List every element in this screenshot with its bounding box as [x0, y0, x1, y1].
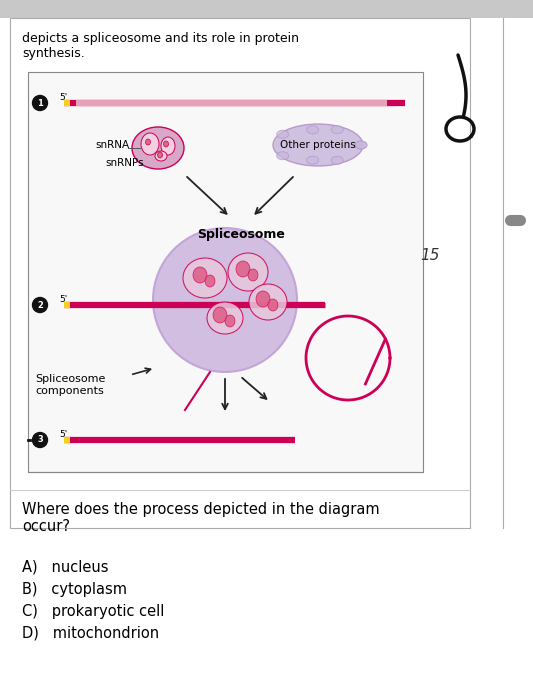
Text: Other proteins: Other proteins [280, 140, 356, 150]
Circle shape [33, 433, 47, 447]
Circle shape [153, 228, 297, 372]
Ellipse shape [183, 258, 227, 298]
Ellipse shape [273, 124, 363, 166]
Ellipse shape [225, 315, 235, 327]
Ellipse shape [228, 253, 268, 291]
Text: depicts a spliceosome and its role in protein
synthesis.: depicts a spliceosome and its role in pr… [22, 32, 299, 60]
Text: 5': 5' [59, 430, 67, 439]
Text: D)   mitochondrion: D) mitochondrion [22, 626, 159, 641]
Text: 5': 5' [59, 93, 67, 102]
Text: Where does the process depicted in the diagram
occur?: Where does the process depicted in the d… [22, 502, 379, 534]
Ellipse shape [161, 137, 175, 155]
Ellipse shape [248, 269, 258, 281]
Circle shape [33, 298, 47, 312]
Ellipse shape [306, 126, 319, 134]
Text: C)   prokaryotic cell: C) prokaryotic cell [22, 604, 164, 619]
Ellipse shape [207, 302, 243, 334]
Ellipse shape [236, 261, 250, 277]
Ellipse shape [213, 307, 227, 323]
Ellipse shape [256, 291, 270, 307]
Ellipse shape [205, 275, 215, 287]
Text: B)   cytoplasm: B) cytoplasm [22, 582, 127, 597]
Ellipse shape [193, 267, 207, 283]
Ellipse shape [331, 125, 343, 134]
Text: Spliceosome
components: Spliceosome components [35, 374, 106, 395]
Text: 15: 15 [420, 248, 440, 263]
Ellipse shape [355, 141, 367, 149]
Text: A)   nucleus: A) nucleus [22, 560, 109, 575]
Ellipse shape [249, 284, 287, 320]
FancyBboxPatch shape [28, 72, 423, 472]
Ellipse shape [155, 151, 167, 161]
Ellipse shape [277, 130, 289, 139]
Text: 3: 3 [37, 435, 43, 444]
Ellipse shape [146, 139, 150, 145]
Text: snRNA: snRNA [95, 140, 129, 150]
Ellipse shape [355, 141, 367, 149]
Circle shape [33, 95, 47, 111]
Ellipse shape [268, 299, 278, 311]
Ellipse shape [331, 156, 343, 164]
Ellipse shape [157, 152, 163, 158]
Text: Spliceosome: Spliceosome [197, 228, 285, 241]
Ellipse shape [306, 156, 319, 164]
Text: 1: 1 [37, 99, 43, 108]
Ellipse shape [132, 127, 184, 169]
Ellipse shape [277, 152, 289, 160]
FancyBboxPatch shape [10, 18, 470, 528]
Text: 5': 5' [59, 295, 67, 304]
Ellipse shape [164, 141, 168, 147]
Text: snRNPs: snRNPs [105, 158, 143, 168]
Text: 2: 2 [37, 300, 43, 309]
Ellipse shape [141, 133, 159, 155]
FancyBboxPatch shape [0, 0, 533, 18]
